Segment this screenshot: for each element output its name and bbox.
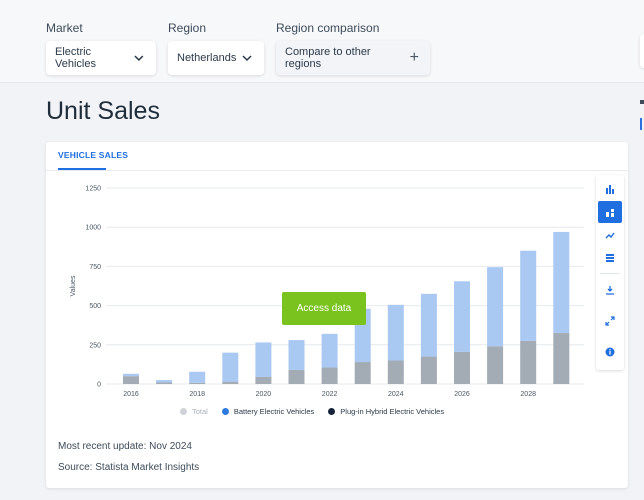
bar-phev-2017[interactable]: [156, 382, 173, 384]
region-comparison-filter: Region comparison Compare to other regio…: [276, 21, 430, 75]
compare-regions-button[interactable]: Compare to other regions +: [276, 41, 430, 75]
bar-bev-2027[interactable]: [487, 267, 504, 347]
update-text: Most recent update: Nov 2024: [58, 441, 192, 452]
y-tick-labels: 0 250 500 750 1000 1250: [85, 186, 101, 389]
bar-phev-2027[interactable]: [487, 346, 504, 384]
legend-item-total[interactable]: Total: [180, 407, 208, 416]
trend-line-icon: [605, 232, 615, 239]
plus-icon: +: [409, 49, 419, 66]
x-tick-label: 2022: [322, 391, 338, 398]
bar-bev-2021[interactable]: [288, 340, 305, 370]
market-dropdown[interactable]: Electric Vehicles: [46, 41, 156, 75]
legend-dot-bev: [221, 408, 229, 415]
download-icon: [606, 286, 614, 295]
legend-label-phev: Plug-in Hybrid Electric Vehicles: [340, 407, 445, 416]
bar-phev-2021[interactable]: [288, 369, 305, 384]
page-title: Unit Sales: [46, 97, 160, 125]
info-button[interactable]: [598, 341, 622, 363]
cropped-edge-mark: [640, 100, 644, 104]
y-tick-label: 1250: [85, 186, 101, 193]
bar-phev-2016[interactable]: [123, 376, 139, 384]
access-data-button[interactable]: Access data: [282, 292, 366, 325]
market-filter: Market Electric Vehicles: [46, 21, 156, 75]
bar-phev-2022[interactable]: [321, 367, 338, 384]
region-dropdown[interactable]: Netherlands: [168, 41, 264, 75]
stacked-bar-icon: [606, 209, 614, 217]
cropped-dropdown[interactable]: [640, 34, 644, 68]
filter-bar: Market Electric Vehicles Region Netherla…: [0, 0, 644, 83]
x-tick-label: 2016: [123, 391, 139, 398]
y-axis-title: Values: [70, 275, 77, 296]
stacked-bar-button[interactable]: [598, 201, 622, 223]
bar-phev-2018[interactable]: [189, 382, 206, 384]
info-icon: [605, 347, 615, 357]
trend-line-button[interactable]: [598, 224, 622, 246]
market-label: Market: [46, 21, 83, 35]
region-comparison-label: Region comparison: [276, 21, 380, 35]
y-tick-label: 1000: [85, 225, 101, 232]
bar-phev-2025[interactable]: [420, 356, 437, 384]
bar-chart-icon: [606, 185, 614, 194]
bar-phev-2028[interactable]: [520, 340, 537, 384]
legend-item-bev[interactable]: Battery Electric Vehicles: [221, 407, 315, 416]
bar-bev-2022[interactable]: [321, 333, 338, 368]
tab-divider: [46, 170, 628, 171]
bar-phev-2029[interactable]: [553, 333, 570, 384]
bar-bev-2024[interactable]: [387, 304, 404, 361]
chevron-down-icon: [242, 55, 252, 62]
fullscreen-button[interactable]: [598, 310, 622, 332]
bar-bev-2017[interactable]: [156, 380, 173, 383]
chart-legend: Total Battery Electric Vehicles Plug-in …: [180, 407, 444, 416]
x-tick-label: 2020: [256, 391, 272, 398]
bar-bev-2016[interactable]: [123, 373, 139, 377]
bar-phev-2024[interactable]: [387, 360, 404, 384]
bar-phev-2019[interactable]: [222, 381, 239, 384]
x-tick-label: 2028: [520, 391, 536, 398]
bar-bev-2020[interactable]: [255, 342, 272, 377]
y-tick-label: 500: [89, 303, 101, 310]
bar-phev-2020[interactable]: [255, 376, 272, 384]
grid-lines: [106, 187, 584, 385]
bar-chart-button[interactable]: [598, 178, 622, 200]
cropped-edge-indicator: [640, 118, 642, 130]
y-tick-label: 750: [89, 264, 101, 271]
bar-bev-2026[interactable]: [454, 281, 470, 352]
download-button[interactable]: [598, 279, 622, 301]
fullscreen-icon: [605, 316, 615, 326]
legend-item-phev[interactable]: Plug-in Hybrid Electric Vehicles: [328, 407, 444, 416]
region-filter: Region Netherlands: [168, 21, 264, 75]
bar-phev-2026[interactable]: [454, 351, 470, 384]
y-tick-label: 0: [97, 382, 101, 389]
source-text: Source: Statista Market Insights: [58, 462, 200, 473]
x-tick-label: 2018: [189, 391, 205, 398]
market-value: Electric Vehicles: [55, 46, 96, 70]
x-tick-labels: 2016 2018 2020 2022 2024 2026 2028: [123, 391, 536, 398]
tab-underline: [58, 168, 106, 170]
chevron-down-icon: [134, 55, 144, 61]
x-tick-label: 2026: [454, 391, 470, 398]
compare-regions-text: Compare to other regions: [285, 46, 371, 70]
chart-toolbar: [596, 175, 624, 370]
bar-bev-2025[interactable]: [420, 293, 437, 357]
table-icon: [606, 254, 614, 262]
bar-bev-2028[interactable]: [520, 250, 537, 341]
region-label: Region: [168, 21, 207, 35]
chart-card: VEHICLE SALES 0 250 500 750 1000 1250 2016 201…: [46, 142, 628, 488]
tab-vehicle-sales[interactable]: VEHICLE SALES: [58, 150, 129, 160]
region-value: Netherlands: [177, 52, 237, 64]
bar-bev-2019[interactable]: [222, 352, 239, 382]
x-tick-label: 2024: [388, 391, 404, 398]
legend-dot-phev: [328, 408, 336, 415]
y-tick-label: 250: [89, 342, 101, 349]
legend-label-total: Total: [192, 407, 208, 416]
bar-phev-2023[interactable]: [354, 362, 371, 384]
bar-bev-2029[interactable]: [553, 231, 570, 334]
toolbar-divider: [600, 273, 620, 274]
legend-label-bev: Battery Electric Vehicles: [233, 407, 315, 416]
legend-dot-total: [180, 408, 187, 415]
bar-bev-2018[interactable]: [189, 371, 206, 383]
table-button[interactable]: [598, 247, 622, 269]
